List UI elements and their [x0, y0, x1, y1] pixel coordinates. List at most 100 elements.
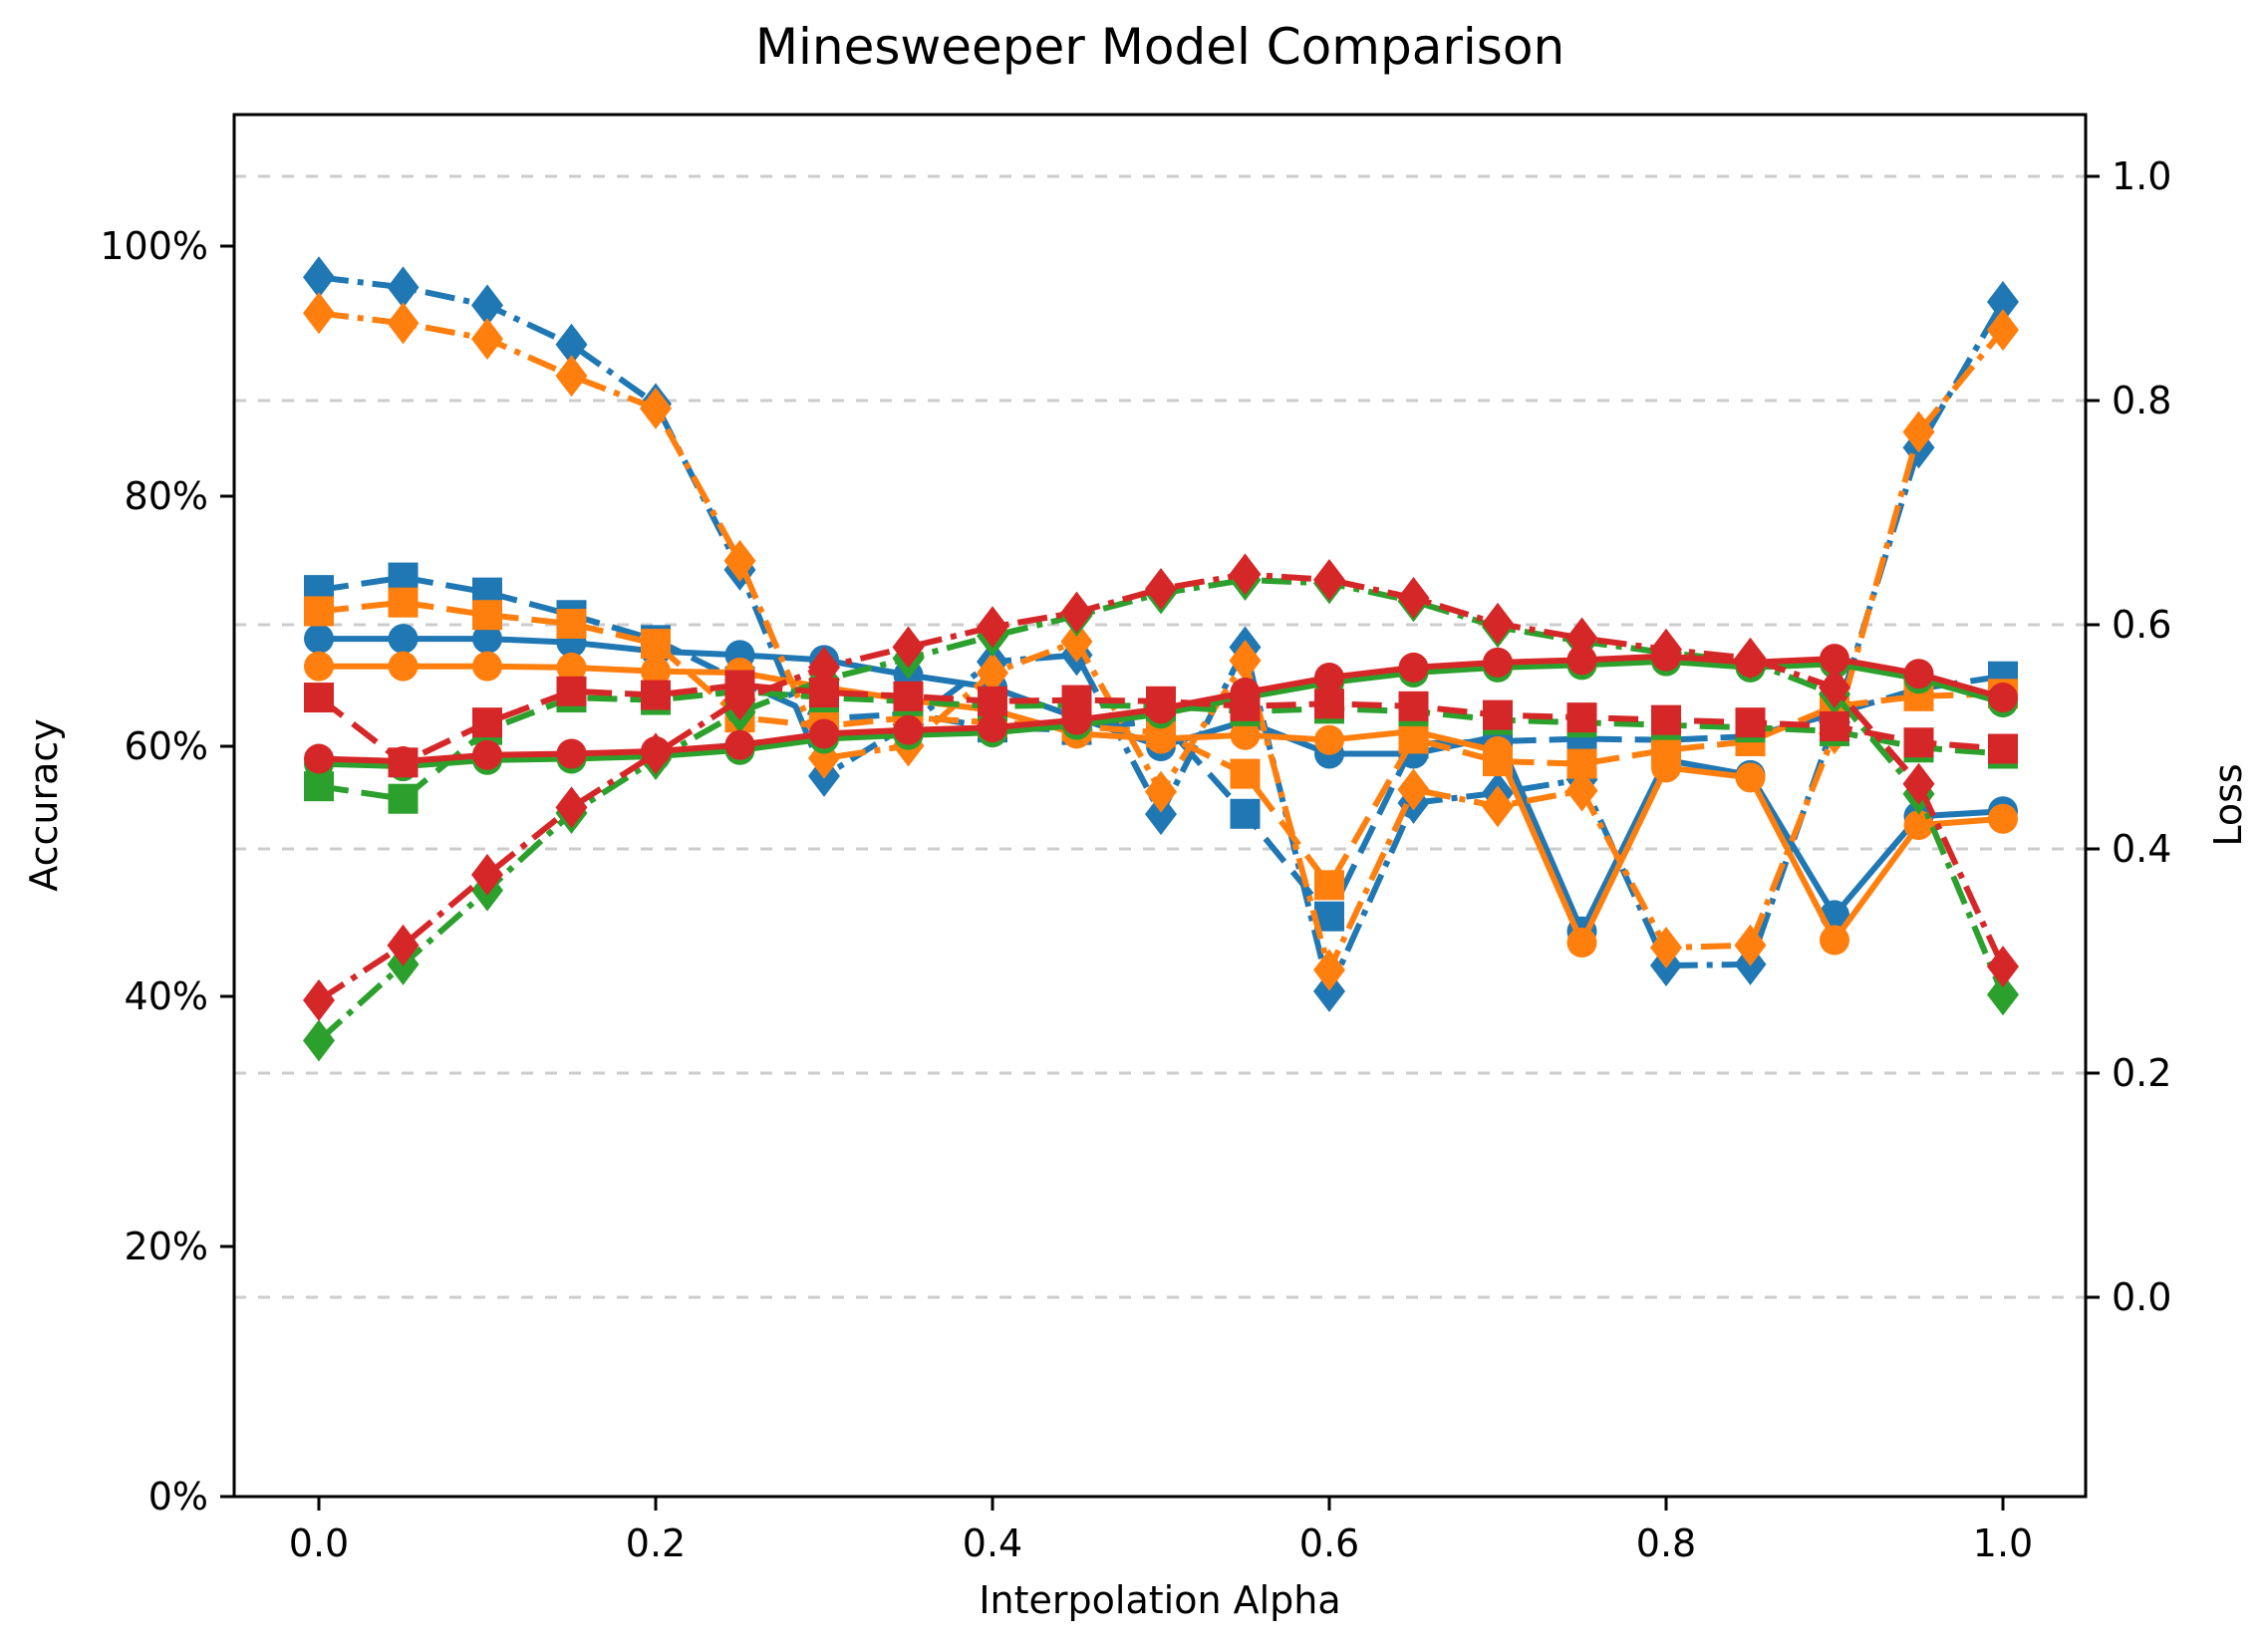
- marker-diamond-orange-loss-diamond-dashdot: [1397, 768, 1430, 811]
- marker-diamond-blue-loss-diamond-dashdot: [1987, 281, 2019, 323]
- marker-square-red-accuracy-square-dashed: [1566, 702, 1597, 733]
- marker-circle-blue-accuracy-circle-solid: [388, 624, 419, 655]
- y-left-tick-label: 60%: [125, 724, 208, 768]
- y-left-tick-label: 0%: [148, 1475, 208, 1518]
- marker-diamond-orange-loss-diamond-dashdot: [1313, 949, 1345, 991]
- marker-diamond-orange-loss-diamond-dashdot: [1145, 770, 1177, 813]
- x-tick-label: 1.0: [1973, 1521, 2033, 1565]
- x-axis-label: Interpolation Alpha: [979, 1578, 1341, 1622]
- marker-square-red-accuracy-square-dashed: [1230, 690, 1261, 721]
- marker-circle-red-accuracy-circle-solid: [472, 739, 502, 770]
- marker-square-orange-accuracy-square-dashed: [641, 629, 671, 660]
- marker-diamond-red-loss-diamond-dashdot: [555, 786, 588, 829]
- marker-square-orange-accuracy-square-dashed: [1230, 758, 1261, 789]
- marker-circle-orange-accuracy-circle-solid: [1566, 928, 1597, 959]
- marker-diamond-orange-loss-diamond-dashdot: [1902, 411, 1935, 453]
- marker-diamond-orange-loss-diamond-dashdot: [640, 387, 672, 429]
- marker-diamond-red-loss-diamond-dashdot: [471, 853, 503, 896]
- marker-square-red-accuracy-square-dashed: [1146, 686, 1176, 716]
- x-tick-label: 0.0: [289, 1521, 349, 1565]
- marker-square-red-accuracy-square-dashed: [641, 680, 671, 710]
- marker-circle-blue-accuracy-circle-solid: [472, 624, 502, 655]
- marker-square-green-accuracy-square-dashed: [388, 783, 419, 814]
- marker-square-orange-accuracy-square-dashed: [1651, 734, 1681, 765]
- y-right-tick-label: 0.6: [2112, 603, 2171, 647]
- marker-circle-orange-accuracy-circle-solid: [1820, 925, 1849, 956]
- x-tick-label: 0.6: [1299, 1521, 1359, 1565]
- marker-diamond-red-loss-diamond-dashdot: [1565, 617, 1598, 660]
- marker-circle-red-accuracy-circle-solid: [1820, 644, 1849, 675]
- marker-diamond-red-loss-diamond-dashdot: [1482, 602, 1514, 645]
- marker-circle-red-accuracy-circle-solid: [556, 738, 587, 769]
- marker-diamond-orange-loss-diamond-dashdot: [723, 539, 756, 582]
- y-right-tick-label: 0.4: [2112, 827, 2171, 871]
- y-right-tick-label: 0.0: [2112, 1275, 2171, 1319]
- marker-diamond-blue-loss-diamond-dashdot: [1145, 793, 1177, 836]
- marker-diamond-red-loss-diamond-dashdot: [1650, 628, 1682, 671]
- marker-circle-orange-accuracy-circle-solid: [1988, 803, 2018, 834]
- marker-square-red-accuracy-square-dashed: [388, 747, 419, 778]
- marker-diamond-red-loss-diamond-dashdot: [303, 978, 335, 1021]
- marker-diamond-red-loss-diamond-dashdot: [1734, 637, 1767, 680]
- chart-title: Minesweeper Model Comparison: [754, 18, 1565, 76]
- marker-circle-red-accuracy-circle-solid: [724, 729, 755, 760]
- marker-diamond-red-loss-diamond-dashdot: [640, 732, 672, 775]
- marker-diamond-red-loss-diamond-dashdot: [808, 646, 840, 688]
- marker-diamond-red-loss-diamond-dashdot: [1060, 591, 1093, 634]
- marker-diamond-red-loss-diamond-dashdot: [387, 924, 420, 966]
- marker-square-orange-accuracy-square-dashed: [388, 587, 419, 618]
- y-left-tick-label: 20%: [125, 1225, 208, 1268]
- marker-circle-orange-accuracy-circle-solid: [388, 651, 419, 682]
- marker-circle-red-accuracy-circle-solid: [304, 743, 334, 774]
- x-tick-label: 0.4: [963, 1521, 1022, 1565]
- marker-square-blue-accuracy-square-dashed: [1230, 798, 1261, 829]
- y-left-tick-label: 100%: [100, 224, 208, 268]
- marker-diamond-orange-loss-diamond-dashdot: [303, 292, 335, 335]
- marker-square-red-accuracy-square-dashed: [1651, 704, 1681, 735]
- marker-diamond-orange-loss-diamond-dashdot: [555, 355, 588, 398]
- marker-diamond-blue-loss-diamond-dashdot: [387, 266, 420, 309]
- marker-circle-red-accuracy-circle-solid: [1903, 659, 1934, 689]
- marker-circle-orange-accuracy-circle-solid: [1230, 719, 1261, 750]
- plot-frame: [232, 113, 2088, 1499]
- marker-diamond-red-loss-diamond-dashdot: [1987, 946, 2019, 988]
- marker-diamond-red-loss-diamond-dashdot: [1397, 577, 1430, 619]
- marker-diamond-blue-loss-diamond-dashdot: [471, 284, 503, 327]
- marker-square-red-accuracy-square-dashed: [1735, 707, 1766, 738]
- marker-diamond-orange-loss-diamond-dashdot: [387, 302, 420, 345]
- marker-square-orange-accuracy-square-dashed: [556, 609, 587, 640]
- marker-square-red-accuracy-square-dashed: [893, 681, 924, 711]
- marker-diamond-orange-loss-diamond-dashdot: [1734, 924, 1767, 966]
- marker-diamond-blue-loss-diamond-dashdot: [555, 323, 588, 366]
- marker-diamond-red-loss-diamond-dashdot: [1902, 762, 1935, 805]
- marker-diamond-red-loss-diamond-dashdot: [892, 626, 925, 669]
- y-right-tick-label: 1.0: [2112, 154, 2171, 198]
- y-right-tick-label: 0.2: [2112, 1051, 2171, 1095]
- marker-square-red-accuracy-square-dashed: [1820, 710, 1849, 741]
- marker-circle-orange-accuracy-circle-solid: [556, 652, 587, 683]
- marker-diamond-orange-loss-diamond-dashdot: [1565, 769, 1598, 812]
- marker-circle-red-accuracy-circle-solid: [1988, 683, 2018, 713]
- marker-square-red-accuracy-square-dashed: [1903, 727, 1934, 758]
- y-left-tick-label: 40%: [125, 974, 208, 1018]
- marker-diamond-orange-loss-diamond-dashdot: [1060, 620, 1093, 663]
- marker-circle-orange-accuracy-circle-solid: [1314, 724, 1344, 755]
- x-tick-label: 0.8: [1636, 1521, 1696, 1565]
- marker-circle-red-accuracy-circle-solid: [809, 718, 839, 749]
- y-left-tick-label: 80%: [125, 474, 208, 518]
- marker-diamond-orange-loss-diamond-dashdot: [977, 652, 1008, 694]
- y-right-tick-label: 0.8: [2112, 379, 2171, 422]
- marker-square-red-accuracy-square-dashed: [978, 686, 1007, 716]
- marker-circle-red-accuracy-circle-solid: [893, 714, 924, 745]
- marker-diamond-green-loss-diamond-dashdot: [1987, 973, 2019, 1016]
- marker-square-red-accuracy-square-dashed: [1483, 699, 1513, 730]
- marker-diamond-red-loss-diamond-dashdot: [1229, 553, 1262, 596]
- marker-diamond-red-loss-diamond-dashdot: [1819, 667, 1850, 708]
- marker-circle-blue-accuracy-circle-solid: [304, 624, 334, 655]
- marker-circle-orange-accuracy-circle-solid: [1735, 762, 1766, 793]
- marker-diamond-blue-loss-diamond-dashdot: [1313, 969, 1345, 1012]
- marker-diamond-red-loss-diamond-dashdot: [1145, 568, 1177, 610]
- marker-diamond-blue-loss-diamond-dashdot: [303, 256, 335, 299]
- marker-circle-orange-accuracy-circle-solid: [641, 656, 671, 687]
